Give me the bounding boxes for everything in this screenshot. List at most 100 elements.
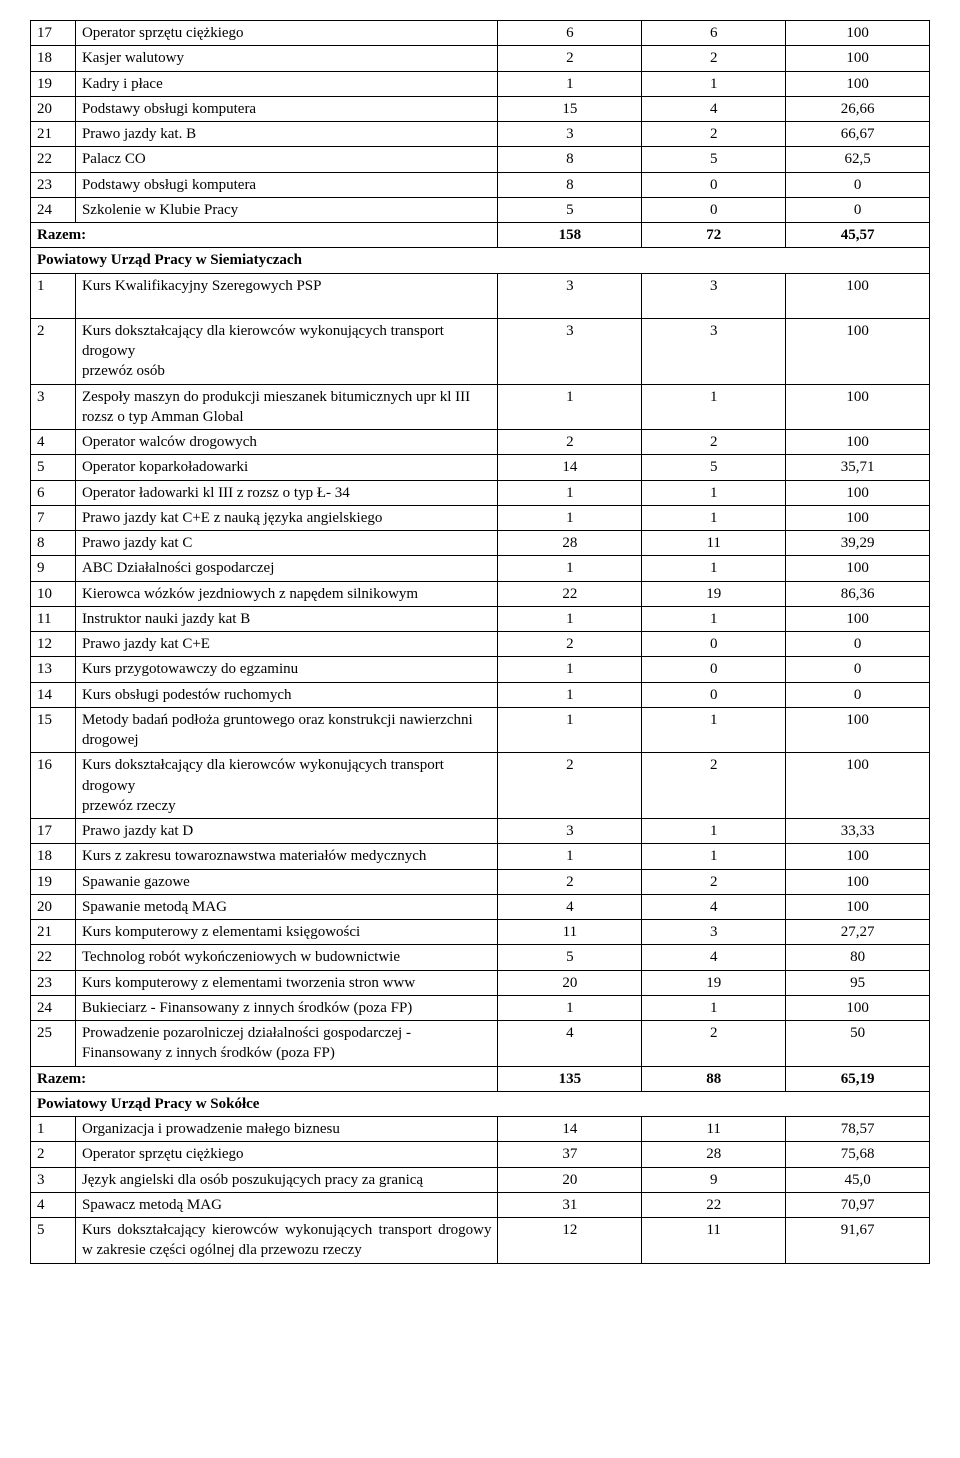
row-val-c: 35,71 [786, 455, 930, 480]
row-name: ABC Działalności gospodarczej [75, 556, 498, 581]
row-number: 24 [31, 995, 76, 1020]
row-val-a: 2 [498, 632, 642, 657]
row-val-b: 22 [642, 1192, 786, 1217]
row-name: Prawo jazdy kat C [75, 531, 498, 556]
row-val-a: 1 [498, 71, 642, 96]
row-val-c: 100 [786, 869, 930, 894]
table-row: 20Spawanie metodą MAG44100 [31, 894, 930, 919]
row-number: 19 [31, 71, 76, 96]
row-val-b: 6 [642, 21, 786, 46]
table-row: 24Szkolenie w Klubie Pracy500 [31, 197, 930, 222]
row-number: 16 [31, 753, 76, 819]
row-val-c: 100 [786, 318, 930, 384]
row-number: 18 [31, 46, 76, 71]
row-name: Kurs przygotowawczy do egzaminu [75, 657, 498, 682]
row-name: Spawanie metodą MAG [75, 894, 498, 919]
row-name: Kierowca wózków jezdniowych z napędem si… [75, 581, 498, 606]
row-val-c: 33,33 [786, 819, 930, 844]
row-number: 17 [31, 21, 76, 46]
row-val-a: 2 [498, 753, 642, 819]
row-val-b: 0 [642, 197, 786, 222]
table-row: 18Kasjer walutowy22100 [31, 46, 930, 71]
row-val-a: 2 [498, 46, 642, 71]
row-val-a: 2 [498, 869, 642, 894]
row-name: Operator walców drogowych [75, 430, 498, 455]
row-val-c: 0 [786, 657, 930, 682]
row-number: 2 [31, 1142, 76, 1167]
row-val-a: 20 [498, 970, 642, 995]
row-val-c: 100 [786, 480, 930, 505]
row-val-b: 1 [642, 480, 786, 505]
row-val-a: 12 [498, 1218, 642, 1264]
row-val-a: 6 [498, 21, 642, 46]
table-row: 18Kurs z zakresu towaroznawstwa materiał… [31, 844, 930, 869]
row-number: 21 [31, 920, 76, 945]
row-name: Kurs dokształcający dla kierowców wykonu… [75, 753, 498, 819]
row-number: 13 [31, 657, 76, 682]
row-number: 11 [31, 606, 76, 631]
row-val-c: 100 [786, 384, 930, 430]
row-val-b: 19 [642, 970, 786, 995]
table-row: 19Spawanie gazowe22100 [31, 869, 930, 894]
row-number: 22 [31, 945, 76, 970]
total-b: 72 [642, 223, 786, 248]
row-val-b: 3 [642, 318, 786, 384]
row-val-b: 19 [642, 581, 786, 606]
row-number: 6 [31, 480, 76, 505]
row-number: 23 [31, 970, 76, 995]
row-val-c: 100 [786, 753, 930, 819]
row-val-c: 62,5 [786, 147, 930, 172]
row-val-a: 28 [498, 531, 642, 556]
row-val-c: 0 [786, 197, 930, 222]
row-val-c: 100 [786, 46, 930, 71]
row-val-b: 1 [642, 844, 786, 869]
row-val-c: 100 [786, 556, 930, 581]
row-val-b: 1 [642, 556, 786, 581]
table-row: 6Operator ładowarki kl III z rozsz o typ… [31, 480, 930, 505]
row-val-c: 66,67 [786, 122, 930, 147]
row-val-b: 2 [642, 430, 786, 455]
table-row: 21Kurs komputerowy z elementami księgowo… [31, 920, 930, 945]
row-name: Kurs komputerowy z elementami tworzenia … [75, 970, 498, 995]
row-val-a: 5 [498, 197, 642, 222]
row-name: Kurs dokształcający kierowców wykonujący… [75, 1218, 498, 1264]
table-row: 22Palacz CO8562,5 [31, 147, 930, 172]
row-val-b: 4 [642, 945, 786, 970]
row-number: 3 [31, 384, 76, 430]
row-val-b: 5 [642, 147, 786, 172]
table-row: 5Operator koparkoładowarki14535,71 [31, 455, 930, 480]
row-name: Operator ładowarki kl III z rozsz o typ … [75, 480, 498, 505]
row-number: 8 [31, 531, 76, 556]
table-row: 17Prawo jazdy kat D3133,33 [31, 819, 930, 844]
row-val-c: 26,66 [786, 96, 930, 121]
table-row: 13Kurs przygotowawczy do egzaminu100 [31, 657, 930, 682]
row-val-b: 2 [642, 869, 786, 894]
row-number: 21 [31, 122, 76, 147]
row-val-a: 1 [498, 707, 642, 753]
row-val-b: 0 [642, 657, 786, 682]
row-val-b: 3 [642, 273, 786, 318]
row-val-c: 100 [786, 505, 930, 530]
row-val-c: 45,0 [786, 1167, 930, 1192]
row-val-b: 1 [642, 505, 786, 530]
table-row: 3Język angielski dla osób poszukujących … [31, 1167, 930, 1192]
row-val-b: 11 [642, 531, 786, 556]
row-val-c: 0 [786, 632, 930, 657]
table-row: 19Kadry i płace11100 [31, 71, 930, 96]
row-number: 1 [31, 1117, 76, 1142]
table-row: 2Operator sprzętu ciężkiego372875,68 [31, 1142, 930, 1167]
row-val-a: 22 [498, 581, 642, 606]
row-val-b: 1 [642, 995, 786, 1020]
row-number: 5 [31, 455, 76, 480]
table-row: 7Prawo jazdy kat C+E z nauką języka angi… [31, 505, 930, 530]
row-val-c: 78,57 [786, 1117, 930, 1142]
row-val-a: 20 [498, 1167, 642, 1192]
row-name: Język angielski dla osób poszukujących p… [75, 1167, 498, 1192]
row-number: 4 [31, 430, 76, 455]
row-val-c: 100 [786, 21, 930, 46]
row-val-a: 4 [498, 894, 642, 919]
row-val-b: 0 [642, 632, 786, 657]
table-row: 11Instruktor nauki jazdy kat B11100 [31, 606, 930, 631]
row-val-a: 14 [498, 455, 642, 480]
row-name: Kurs obsługi podestów ruchomych [75, 682, 498, 707]
